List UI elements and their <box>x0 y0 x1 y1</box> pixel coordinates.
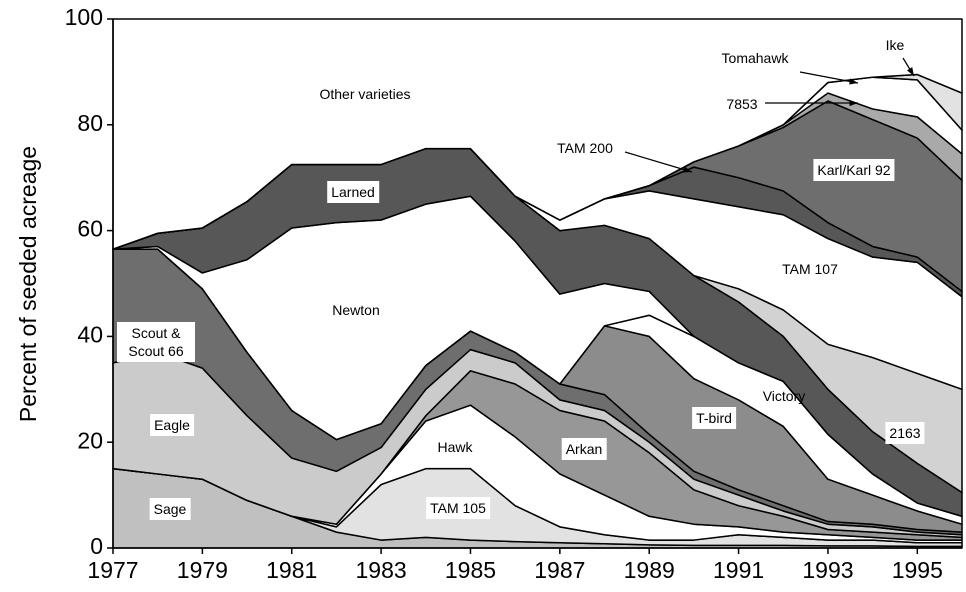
x-tick-label: 1981 <box>266 557 317 583</box>
series-label: TAM 107 <box>782 261 838 277</box>
y-axis-label: Percent of seeded acreage <box>15 146 41 422</box>
series-label: Other varieties <box>319 86 411 102</box>
series-label: Eagle <box>150 414 194 436</box>
series-label: Victory <box>762 388 806 404</box>
series-label: Sage <box>149 498 191 520</box>
x-tick-label: 1991 <box>713 557 764 583</box>
series-label: Arkan <box>561 438 607 460</box>
arrow <box>624 151 693 173</box>
series-label: 2163 <box>885 422 925 444</box>
series-label: TAM 105 <box>426 497 490 519</box>
arrow-head <box>683 166 692 173</box>
x-tick-label: 1993 <box>802 557 853 583</box>
x-tick-label: 1995 <box>892 557 943 583</box>
series-label: Karl/Karl 92 <box>813 159 895 181</box>
y-tick-label: 0 <box>90 533 103 559</box>
series-label: T-bird <box>692 407 736 429</box>
series-label: 7853 <box>726 96 758 112</box>
y-tick-label: 80 <box>77 110 103 136</box>
arrow <box>799 71 859 84</box>
x-tick-label: 1987 <box>534 557 585 583</box>
series-label: Hawk <box>437 439 473 455</box>
x-tick-label: 1989 <box>624 557 675 583</box>
series-label: Scout & Scout 66 <box>117 322 195 362</box>
arrow-head <box>906 67 914 76</box>
arrow-head <box>849 78 858 85</box>
series-label: Newton <box>332 302 380 318</box>
series-label: TAM 200 <box>557 140 613 156</box>
x-tick-label: 1977 <box>87 557 138 583</box>
y-tick-label: 100 <box>65 4 103 30</box>
x-tick-label: 1985 <box>445 557 496 583</box>
x-tick-label: 1983 <box>356 557 407 583</box>
series-label: Larned <box>327 181 379 203</box>
y-tick-label: 60 <box>77 216 103 242</box>
x-tick-label: 1979 <box>177 557 228 583</box>
area <box>112 18 963 250</box>
series-label: Tomahawk <box>721 50 789 66</box>
series-label: Ike <box>885 37 905 53</box>
y-tick-label: 40 <box>77 321 103 347</box>
y-tick-label: 20 <box>77 427 103 453</box>
arrow-head <box>849 99 858 107</box>
